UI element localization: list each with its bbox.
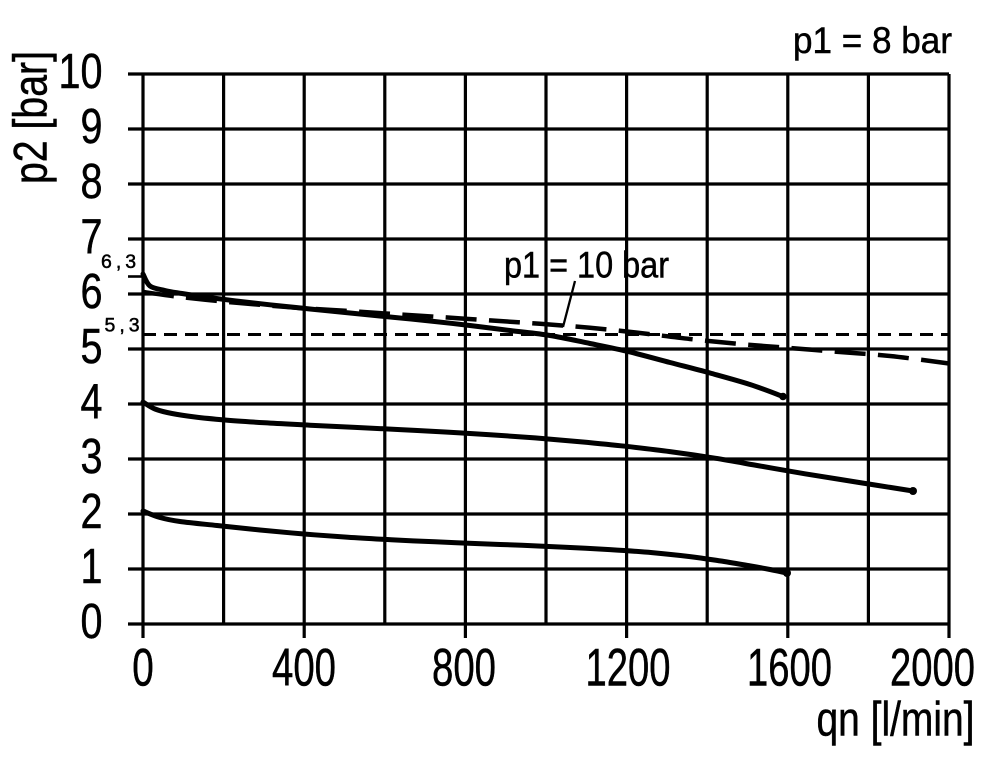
svg-text:6,3: 6,3: [101, 251, 140, 273]
svg-text:4: 4: [81, 375, 103, 429]
svg-text:5: 5: [81, 320, 103, 374]
svg-text:qn [l/min]: qn [l/min]: [817, 694, 975, 747]
svg-text:10: 10: [59, 45, 103, 99]
svg-text:1: 1: [81, 540, 103, 594]
svg-text:800: 800: [432, 638, 496, 697]
svg-text:9: 9: [81, 100, 103, 154]
svg-text:2000: 2000: [890, 638, 975, 697]
svg-text:p1 = 10 bar: p1 = 10 bar: [504, 245, 669, 286]
svg-text:5,3: 5,3: [105, 314, 144, 336]
svg-text:6: 6: [81, 265, 103, 319]
svg-text:2: 2: [81, 485, 103, 539]
svg-text:1200: 1200: [586, 638, 671, 697]
svg-text:7: 7: [81, 210, 103, 264]
svg-text:0: 0: [132, 638, 154, 697]
svg-text:1600: 1600: [747, 638, 832, 697]
svg-text:0: 0: [81, 595, 103, 649]
svg-text:3: 3: [81, 430, 103, 484]
svg-text:p2 [bar]: p2 [bar]: [4, 51, 57, 184]
svg-text:400: 400: [272, 638, 336, 697]
svg-text:8: 8: [81, 155, 103, 209]
svg-text:p1 = 8 bar: p1 = 8 bar: [793, 20, 952, 61]
